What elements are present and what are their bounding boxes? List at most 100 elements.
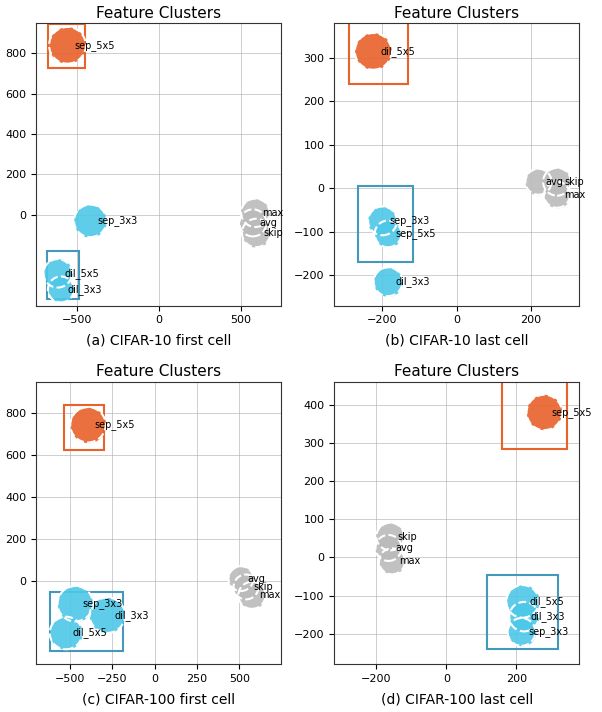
Point: [83, 419, 93, 431]
Bar: [48, 24, 85, 68]
Bar: [50, 592, 123, 651]
Point: [552, 176, 562, 187]
Point: [368, 46, 378, 57]
Point: [70, 598, 80, 609]
Text: max: max: [259, 590, 280, 600]
Bar: [47, 251, 79, 298]
Text: avg: avg: [396, 543, 414, 553]
Text: sep_5x5: sep_5x5: [75, 40, 115, 51]
Point: [387, 555, 397, 567]
Point: [552, 189, 562, 201]
Point: [85, 215, 95, 226]
Text: dil_5x5: dil_5x5: [530, 596, 564, 607]
Point: [250, 207, 260, 219]
Text: max: max: [262, 208, 284, 218]
Point: [383, 276, 393, 288]
Point: [241, 581, 251, 592]
Title: Feature Clusters: Feature Clusters: [394, 365, 520, 379]
X-axis label: (c) CIFAR-100 first cell: (c) CIFAR-100 first cell: [82, 693, 235, 706]
Point: [102, 609, 112, 621]
Text: sep_5x5: sep_5x5: [551, 407, 592, 418]
Point: [56, 284, 66, 295]
Text: sep_5x5: sep_5x5: [395, 229, 435, 239]
Point: [387, 555, 397, 567]
Title: Feature Clusters: Feature Clusters: [96, 6, 222, 21]
Text: dil_5x5: dil_5x5: [64, 268, 99, 279]
Text: sep_5x5: sep_5x5: [95, 419, 135, 430]
Text: avg: avg: [260, 218, 278, 228]
Text: sep_3x3: sep_3x3: [82, 598, 122, 609]
Point: [383, 543, 393, 554]
Text: dil_5x5: dil_5x5: [73, 627, 108, 639]
Point: [236, 573, 246, 585]
Point: [383, 543, 393, 554]
Title: Feature Clusters: Feature Clusters: [394, 6, 520, 21]
Point: [383, 276, 393, 288]
Bar: [358, 186, 414, 262]
Point: [377, 215, 387, 226]
Point: [250, 207, 260, 219]
Text: dil_3x3: dil_3x3: [531, 611, 565, 622]
Point: [252, 227, 261, 239]
X-axis label: (d) CIFAR-100 last cell: (d) CIFAR-100 last cell: [380, 693, 533, 706]
Point: [385, 531, 395, 543]
Point: [519, 611, 529, 622]
Point: [56, 284, 66, 295]
Point: [85, 215, 95, 226]
Text: skip: skip: [253, 582, 273, 592]
Text: sep_3x3: sep_3x3: [389, 216, 430, 226]
Text: avg: avg: [545, 177, 563, 187]
Point: [383, 229, 393, 240]
Text: skip: skip: [263, 228, 283, 238]
Text: dil_3x3: dil_3x3: [68, 284, 102, 295]
Point: [519, 611, 529, 622]
Text: dil_5x5: dil_5x5: [380, 46, 415, 57]
Point: [517, 627, 526, 638]
Point: [518, 596, 527, 607]
Text: skip: skip: [564, 177, 584, 187]
Point: [53, 268, 63, 279]
Text: sep_3x3: sep_3x3: [529, 627, 569, 637]
Bar: [349, 14, 409, 84]
Point: [241, 581, 251, 592]
Point: [383, 229, 393, 240]
Point: [53, 268, 63, 279]
Point: [518, 596, 527, 607]
Point: [61, 627, 71, 639]
Bar: [486, 575, 558, 649]
X-axis label: (b) CIFAR-10 last cell: (b) CIFAR-10 last cell: [385, 334, 529, 347]
Point: [247, 590, 256, 601]
Point: [533, 176, 543, 187]
Point: [248, 217, 258, 229]
Point: [63, 40, 72, 51]
Point: [539, 407, 549, 418]
Text: sep_3x3: sep_3x3: [98, 216, 137, 226]
Bar: [64, 405, 104, 450]
Point: [236, 573, 246, 585]
Text: max: max: [564, 190, 585, 200]
Text: skip: skip: [397, 531, 417, 542]
Point: [552, 189, 562, 201]
Point: [539, 407, 549, 418]
Point: [385, 531, 395, 543]
Text: max: max: [399, 556, 420, 566]
Point: [83, 419, 93, 431]
Text: dil_3x3: dil_3x3: [395, 276, 429, 287]
Point: [368, 46, 378, 57]
Text: avg: avg: [248, 574, 265, 584]
Point: [70, 598, 80, 609]
Point: [377, 215, 387, 226]
Title: Feature Clusters: Feature Clusters: [96, 365, 222, 379]
Point: [248, 217, 258, 229]
Point: [247, 590, 256, 601]
Point: [102, 609, 112, 621]
X-axis label: (a) CIFAR-10 first cell: (a) CIFAR-10 first cell: [86, 334, 232, 347]
Bar: [501, 381, 568, 449]
Point: [252, 227, 261, 239]
Point: [552, 176, 562, 187]
Point: [63, 40, 72, 51]
Text: dil_3x3: dil_3x3: [114, 609, 149, 621]
Point: [61, 627, 71, 639]
Point: [517, 627, 526, 638]
Point: [533, 176, 543, 187]
